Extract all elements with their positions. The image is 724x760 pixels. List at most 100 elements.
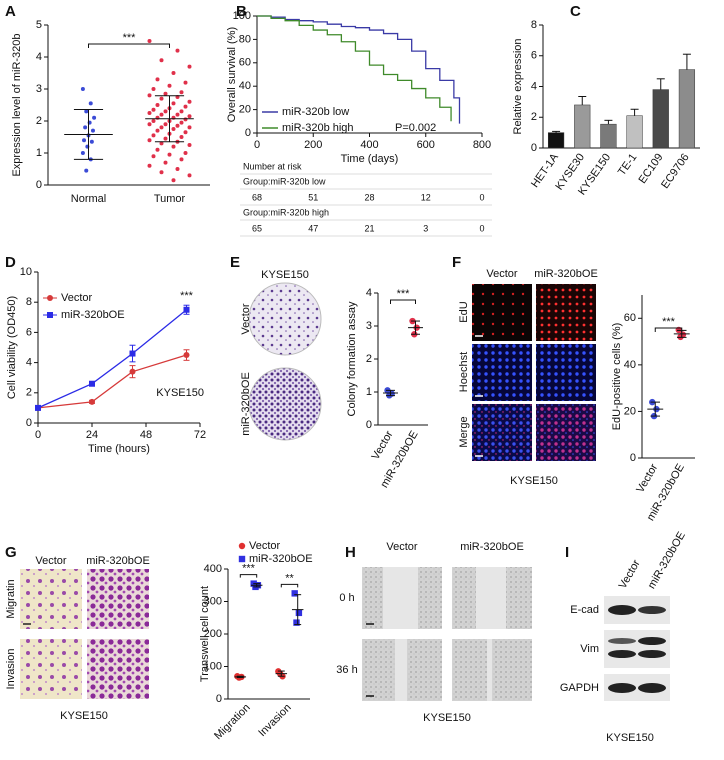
column-label: miR-320bOE <box>460 541 524 553</box>
marker <box>183 352 190 359</box>
marker <box>187 143 192 147</box>
marker <box>159 141 164 146</box>
dish-image <box>248 282 322 356</box>
x-tick-label: 0 <box>254 139 260 151</box>
y-tick-label: 6 <box>26 326 32 338</box>
marker <box>159 125 164 130</box>
x-tick-label: Invasion <box>256 702 293 739</box>
y-tick-label: 1 <box>366 386 372 398</box>
marker <box>147 138 152 143</box>
y-tick-label: 0 <box>216 693 222 705</box>
x-tick-label: 400 <box>360 139 378 151</box>
marker <box>179 109 184 114</box>
x-tick-label: 24 <box>86 429 98 441</box>
y-tick-label: 0 <box>531 142 537 154</box>
marker <box>147 122 152 127</box>
wound-gap <box>476 567 506 629</box>
significance-label: *** <box>397 288 411 300</box>
marker <box>147 111 152 115</box>
marker <box>167 83 172 88</box>
y-tick-label: 0 <box>245 127 251 139</box>
marker <box>163 109 168 114</box>
marker <box>163 160 168 165</box>
marker <box>171 127 176 131</box>
marker <box>89 398 95 405</box>
micrograph <box>536 344 596 401</box>
dish-image <box>248 367 322 441</box>
micrograph <box>536 284 596 341</box>
risk-count: 47 <box>308 223 318 233</box>
y-axis-label: Cell viability (OD450) <box>6 296 18 399</box>
band <box>608 638 636 644</box>
row-label: GAPDH <box>560 682 599 694</box>
row-label: Merge <box>458 416 470 447</box>
x-tick-label: Normal <box>71 193 106 205</box>
significance-bracket <box>280 583 299 588</box>
y-tick-label: 4 <box>531 80 537 92</box>
x-tick-label: TE-1 <box>616 152 640 178</box>
column-label: Vector <box>386 541 418 553</box>
marker <box>291 590 298 597</box>
marker <box>179 90 184 95</box>
row-label: Hoechst <box>458 352 470 392</box>
micrograph <box>536 404 596 461</box>
marker <box>293 619 300 626</box>
marker <box>129 350 136 357</box>
y-tick-label: 10 <box>20 266 32 278</box>
panel-letter: C <box>570 3 581 20</box>
micrograph <box>87 639 149 699</box>
marker <box>84 168 89 173</box>
marker <box>88 101 93 106</box>
column-label: miR-320bOE <box>534 268 598 280</box>
marker <box>151 133 156 138</box>
marker <box>80 87 85 91</box>
bar <box>574 104 591 149</box>
risk-count: 0 <box>479 223 484 233</box>
y-tick-label: 2 <box>26 387 32 399</box>
marker <box>35 404 41 411</box>
band <box>608 683 636 693</box>
legend-marker <box>47 295 53 301</box>
marker <box>187 173 192 178</box>
column-label: Vector <box>486 268 518 280</box>
y-tick-label: 4 <box>366 287 372 299</box>
legend-label: miR-320bOE <box>61 309 125 321</box>
x-axis-label: Time (hours) <box>88 443 150 455</box>
y-tick-label: 4 <box>26 357 32 369</box>
x-tick-label: Tumor <box>154 193 186 205</box>
marker <box>163 91 168 96</box>
marker <box>89 380 95 387</box>
marker <box>147 39 152 43</box>
y-tick-label: 40 <box>239 80 251 92</box>
panel-letter: H <box>345 544 356 561</box>
band <box>638 650 666 658</box>
y-tick-label: 100 <box>204 660 222 672</box>
marker <box>179 157 184 162</box>
significance-bracket <box>239 574 258 578</box>
y-tick-label: 1 <box>36 147 42 159</box>
x-tick-label: 48 <box>140 429 152 441</box>
marker <box>175 123 180 128</box>
micrograph <box>472 284 532 341</box>
legend-marker <box>238 555 246 563</box>
micrograph <box>87 569 149 629</box>
marker <box>171 178 176 183</box>
significance-bracket <box>390 299 416 304</box>
legend-marker <box>47 312 53 318</box>
column-label: miR-320bOE <box>86 555 150 567</box>
band <box>638 683 666 693</box>
micrograph <box>20 569 82 629</box>
risk-count: 68 <box>252 192 262 202</box>
y-tick-label: 80 <box>239 33 251 45</box>
legend-label: Vector <box>249 540 281 552</box>
wound-gap <box>395 639 407 701</box>
bar <box>547 132 565 149</box>
blot <box>604 630 670 668</box>
bar <box>626 115 643 149</box>
y-tick-label: 20 <box>624 405 636 417</box>
panel-g-images: G Vector miR-320bOE Migratin Invasion KY… <box>5 544 150 722</box>
y-tick-label: 0 <box>26 417 32 429</box>
row-label: EdU <box>458 301 470 322</box>
micrograph <box>472 344 532 401</box>
marker <box>84 109 89 114</box>
